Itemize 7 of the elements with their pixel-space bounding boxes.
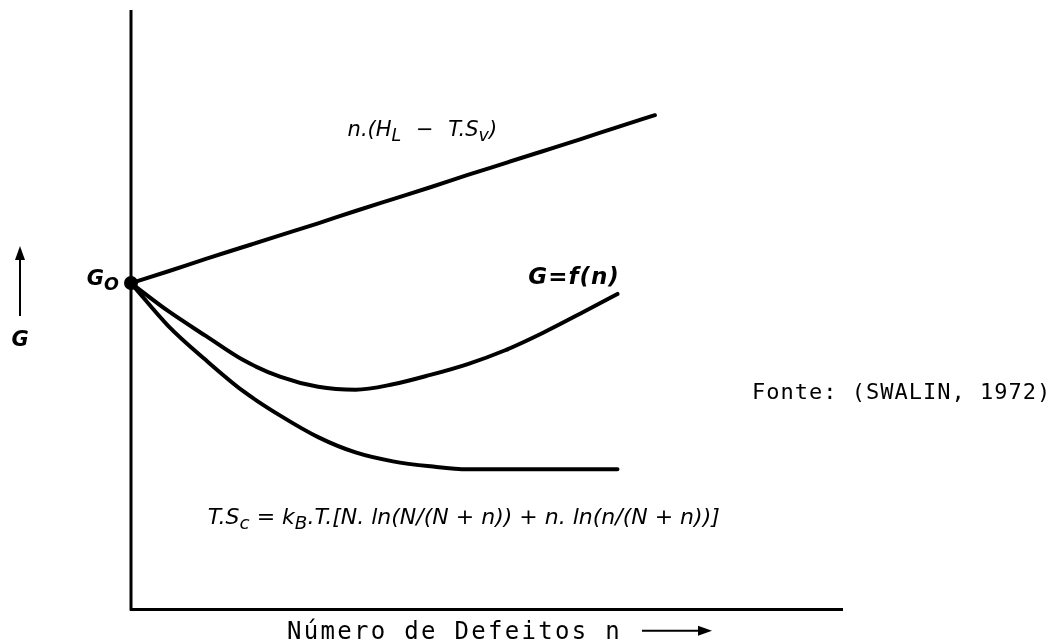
annotation: Fonte: (SWALIN, 1972) [752, 378, 1052, 405]
y-axis-title: G [11, 327, 29, 352]
text: T.S$_{c}$ = k$_{B}$.T.[N. ln(N/(N + n)) + n. ln(n/(N + n))] [207, 503, 720, 534]
series-label: G=f(n) [528, 263, 620, 290]
text: G$_{O}$ [86, 266, 119, 295]
x-axis-title: Número de Defeitos n [287, 616, 622, 643]
series-label: n.(H$_{L}$ − T.S$_{v}$) [347, 117, 498, 146]
